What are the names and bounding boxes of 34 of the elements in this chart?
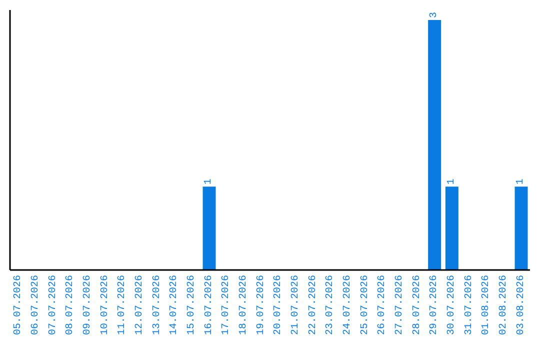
x-tick-label: 06.07.2026: [30, 275, 42, 336]
x-tick-label: 05.07.2026: [13, 275, 24, 336]
x-tick-label: 11.07.2026: [117, 275, 128, 336]
x-tick-label: 18.07.2026: [238, 275, 250, 336]
x-tick-label: 26.07.2026: [377, 275, 388, 336]
x-tick-label: 02.08.2026: [498, 275, 510, 336]
x-tick-label: 08.07.2026: [65, 275, 76, 336]
x-tick-label: 19.07.2026: [256, 275, 267, 336]
data-label: 1: [204, 178, 215, 185]
x-tick-label: 03.08.2026: [516, 275, 527, 336]
x-tick-label: 31.07.2026: [464, 275, 475, 336]
x-tick-label: 12.07.2026: [134, 275, 146, 336]
x-tick-label: 14.07.2026: [169, 275, 180, 336]
x-tick-label: 07.07.2026: [48, 275, 59, 336]
x-tick-label: 22.07.2026: [308, 275, 319, 336]
data-label: 1: [516, 178, 527, 185]
x-tick-label: 23.07.2026: [325, 275, 336, 336]
x-tick-label: 29.07.2026: [429, 275, 440, 336]
x-tick-label: 27.07.2026: [394, 275, 406, 336]
x-tick-label: 25.07.2026: [360, 275, 371, 336]
x-tick-label: 17.07.2026: [221, 275, 232, 336]
x-tick-label: 15.07.2026: [186, 275, 198, 336]
x-tick-label: 28.07.2026: [412, 275, 423, 336]
x-tick-label: 16.07.2026: [204, 275, 215, 336]
x-tick-label: 10.07.2026: [100, 275, 111, 336]
data-label: 3: [429, 12, 440, 18]
data-label: 1: [446, 178, 458, 185]
x-tick-label: 24.07.2026: [342, 275, 354, 336]
x-tick-label: 01.08.2026: [481, 275, 492, 336]
x-tick-label: 20.07.2026: [273, 275, 284, 336]
x-tick-label: 09.07.2026: [82, 275, 94, 336]
x-tick-label: 21.07.2026: [290, 275, 302, 336]
x-tick-label: 30.07.2026: [446, 275, 458, 336]
x-tick-label: 13.07.2026: [152, 275, 163, 336]
